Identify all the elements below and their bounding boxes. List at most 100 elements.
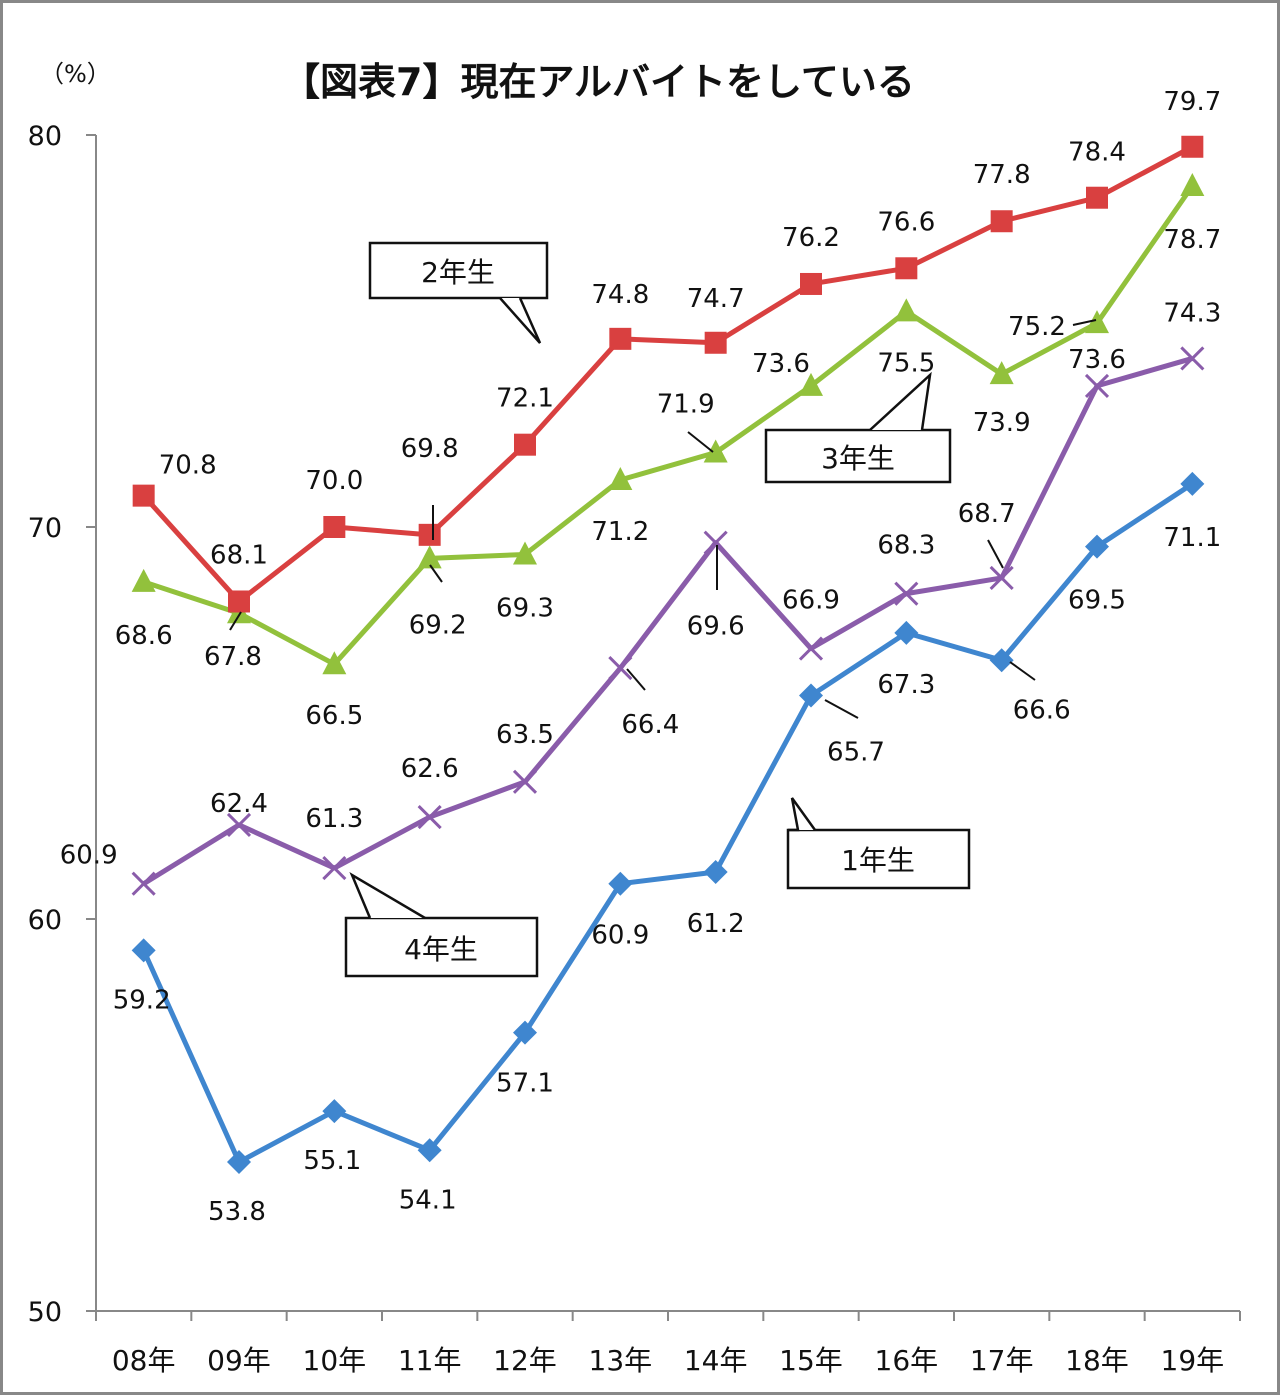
leader-line	[429, 564, 443, 583]
callout-tail	[349, 872, 426, 920]
data-label: 73.9	[973, 408, 1031, 438]
data-point	[228, 590, 250, 613]
data-label: 57.1	[496, 1069, 554, 1099]
data-label: 62.6	[401, 754, 459, 784]
data-point	[131, 871, 156, 896]
leader-line	[229, 611, 242, 631]
data-label: 69.5	[1068, 586, 1126, 616]
data-point	[227, 1150, 251, 1175]
data-point	[322, 1099, 347, 1124]
data-point	[800, 272, 822, 295]
series-line	[141, 481, 1194, 1165]
data-point	[417, 545, 442, 569]
data-label: 68.3	[877, 531, 935, 561]
data-point	[226, 812, 252, 837]
callout-box	[344, 916, 539, 978]
data-label: 66.5	[305, 701, 363, 731]
callout-2: 2年生	[368, 241, 549, 344]
series-line	[142, 356, 1194, 886]
data-label: 61.2	[687, 909, 745, 939]
callout-1: 1年生	[786, 797, 971, 890]
y-tick-label: 70	[28, 513, 62, 544]
data-label: 76.6	[877, 207, 935, 237]
data-label: 70.8	[159, 451, 217, 481]
leader-line	[626, 668, 646, 691]
data-point	[798, 636, 824, 661]
callout-3: 3年生	[764, 371, 952, 484]
data-point	[1180, 471, 1205, 496]
data-label: 71.2	[591, 517, 649, 547]
data-label: 73.6	[752, 349, 810, 379]
unit-label: （%）	[40, 60, 111, 88]
series-group	[131, 135, 1205, 1175]
data-point	[608, 466, 633, 490]
data-label: 70.0	[305, 466, 363, 496]
data-label: 72.1	[496, 384, 554, 414]
data-point	[799, 372, 823, 396]
callout-tail	[499, 297, 542, 344]
callout-label: 4年生	[404, 933, 478, 966]
callout-tail	[869, 371, 932, 431]
data-point	[609, 327, 632, 350]
x-tick-label: 13年	[589, 1344, 653, 1377]
data-point	[514, 433, 536, 456]
callout-label: 2年生	[421, 256, 495, 289]
data-point	[513, 541, 537, 565]
data-point	[1084, 373, 1110, 398]
data-point	[1180, 172, 1205, 196]
leader-line	[1009, 661, 1036, 681]
data-label: 76.2	[782, 223, 840, 253]
data-labels: 59.2 53.8 55.1 54.1 57.1 60.9 61.2 65.7 67.3 66.6…	[60, 87, 1222, 1227]
data-label: 53.8	[208, 1197, 266, 1227]
data-point	[989, 361, 1014, 385]
callout-tail	[788, 797, 817, 832]
data-label: 60.9	[60, 841, 118, 871]
data-point	[132, 484, 155, 507]
data-label: 67.8	[204, 642, 262, 672]
leader-line	[687, 431, 714, 453]
chart-title: 【図表7】現在アルバイトをしている	[282, 60, 915, 104]
data-label: 69.8	[401, 434, 459, 464]
data-point	[1086, 186, 1108, 209]
data-label: 74.3	[1163, 298, 1221, 328]
callout-4: 4年生	[344, 872, 539, 978]
data-point	[513, 1020, 537, 1045]
callout-box	[764, 428, 952, 484]
data-label: 55.1	[303, 1146, 361, 1176]
data-label: 69.3	[496, 593, 554, 623]
data-label: 54.1	[399, 1185, 457, 1215]
data-point	[608, 656, 633, 681]
data-label: 63.5	[496, 720, 554, 750]
data-label: 68.6	[115, 621, 173, 651]
x-tick-label: 12年	[493, 1344, 557, 1377]
leader-line	[987, 539, 1004, 569]
axes: 50 60 70 80 08年 09年 10年 11年 12年 13年 14年 15年 16年 17年 18…	[28, 121, 1241, 1377]
leader-line	[824, 699, 859, 719]
x-tick-label: 18年	[1065, 1344, 1129, 1377]
data-point	[608, 871, 633, 896]
x-tick-label: 08年	[112, 1344, 176, 1377]
callouts: 1年生 2年生 3年生 4年生	[344, 241, 971, 978]
series-2	[132, 135, 1204, 613]
data-label: 62.4	[210, 789, 268, 819]
data-label: 67.3	[877, 670, 935, 700]
data-point	[417, 1138, 442, 1163]
data-label: 75.2	[1008, 312, 1066, 342]
y-tick-label: 50	[28, 1297, 62, 1328]
data-point	[1085, 534, 1109, 559]
data-label: 71.1	[1163, 523, 1221, 553]
data-label: 75.5	[877, 348, 935, 378]
data-label: 61.3	[305, 804, 363, 834]
data-point	[895, 257, 918, 280]
data-point	[894, 581, 919, 606]
data-point	[417, 805, 442, 830]
data-label: 74.7	[687, 284, 745, 314]
data-label: 60.9	[591, 921, 649, 951]
x-tick-label: 15年	[779, 1344, 843, 1377]
data-point	[703, 859, 728, 884]
data-label: 68.7	[958, 499, 1016, 529]
data-point	[894, 620, 919, 645]
data-label: 79.7	[1163, 87, 1221, 117]
data-point	[989, 648, 1014, 673]
